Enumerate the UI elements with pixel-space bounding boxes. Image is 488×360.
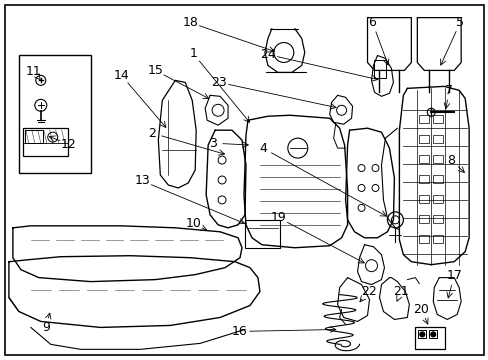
Text: 1: 1 xyxy=(189,47,197,60)
Bar xyxy=(414,328,444,349)
Bar xyxy=(419,175,428,183)
Text: 3: 3 xyxy=(209,137,217,150)
Circle shape xyxy=(430,332,435,337)
Text: 22: 22 xyxy=(360,285,376,298)
Bar xyxy=(432,155,442,163)
Bar xyxy=(23,128,67,156)
Bar xyxy=(19,55,90,173)
Circle shape xyxy=(419,332,424,337)
Text: 10: 10 xyxy=(185,217,201,230)
Text: 13: 13 xyxy=(134,175,150,188)
Bar xyxy=(419,195,428,203)
Bar xyxy=(419,235,428,243)
Text: 17: 17 xyxy=(446,269,461,282)
Text: 7: 7 xyxy=(444,84,452,97)
Bar xyxy=(432,215,442,223)
Text: 5: 5 xyxy=(455,16,463,29)
Bar xyxy=(432,115,442,123)
Text: 6: 6 xyxy=(368,16,376,29)
Text: 4: 4 xyxy=(259,141,266,155)
Bar xyxy=(432,195,442,203)
Text: 2: 2 xyxy=(148,127,156,140)
Text: 14: 14 xyxy=(113,69,129,82)
Text: 11: 11 xyxy=(26,65,41,78)
Text: 18: 18 xyxy=(182,16,198,29)
Bar xyxy=(432,135,442,143)
Bar xyxy=(419,115,428,123)
Bar xyxy=(428,330,436,338)
Text: 16: 16 xyxy=(232,325,247,338)
Text: 21: 21 xyxy=(393,285,408,298)
Text: 15: 15 xyxy=(147,64,163,77)
Bar xyxy=(432,235,442,243)
Text: 12: 12 xyxy=(61,138,77,150)
Bar xyxy=(244,220,279,248)
Text: 8: 8 xyxy=(447,154,454,167)
Bar xyxy=(419,215,428,223)
Bar xyxy=(25,130,42,143)
Bar xyxy=(432,175,442,183)
Text: 24: 24 xyxy=(260,48,275,61)
Bar xyxy=(374,60,386,78)
Bar xyxy=(419,155,428,163)
Text: 9: 9 xyxy=(42,321,50,334)
Bar xyxy=(419,135,428,143)
Text: 23: 23 xyxy=(211,76,226,89)
Text: 20: 20 xyxy=(412,303,428,316)
Bar xyxy=(417,330,426,338)
Text: 19: 19 xyxy=(270,211,286,224)
